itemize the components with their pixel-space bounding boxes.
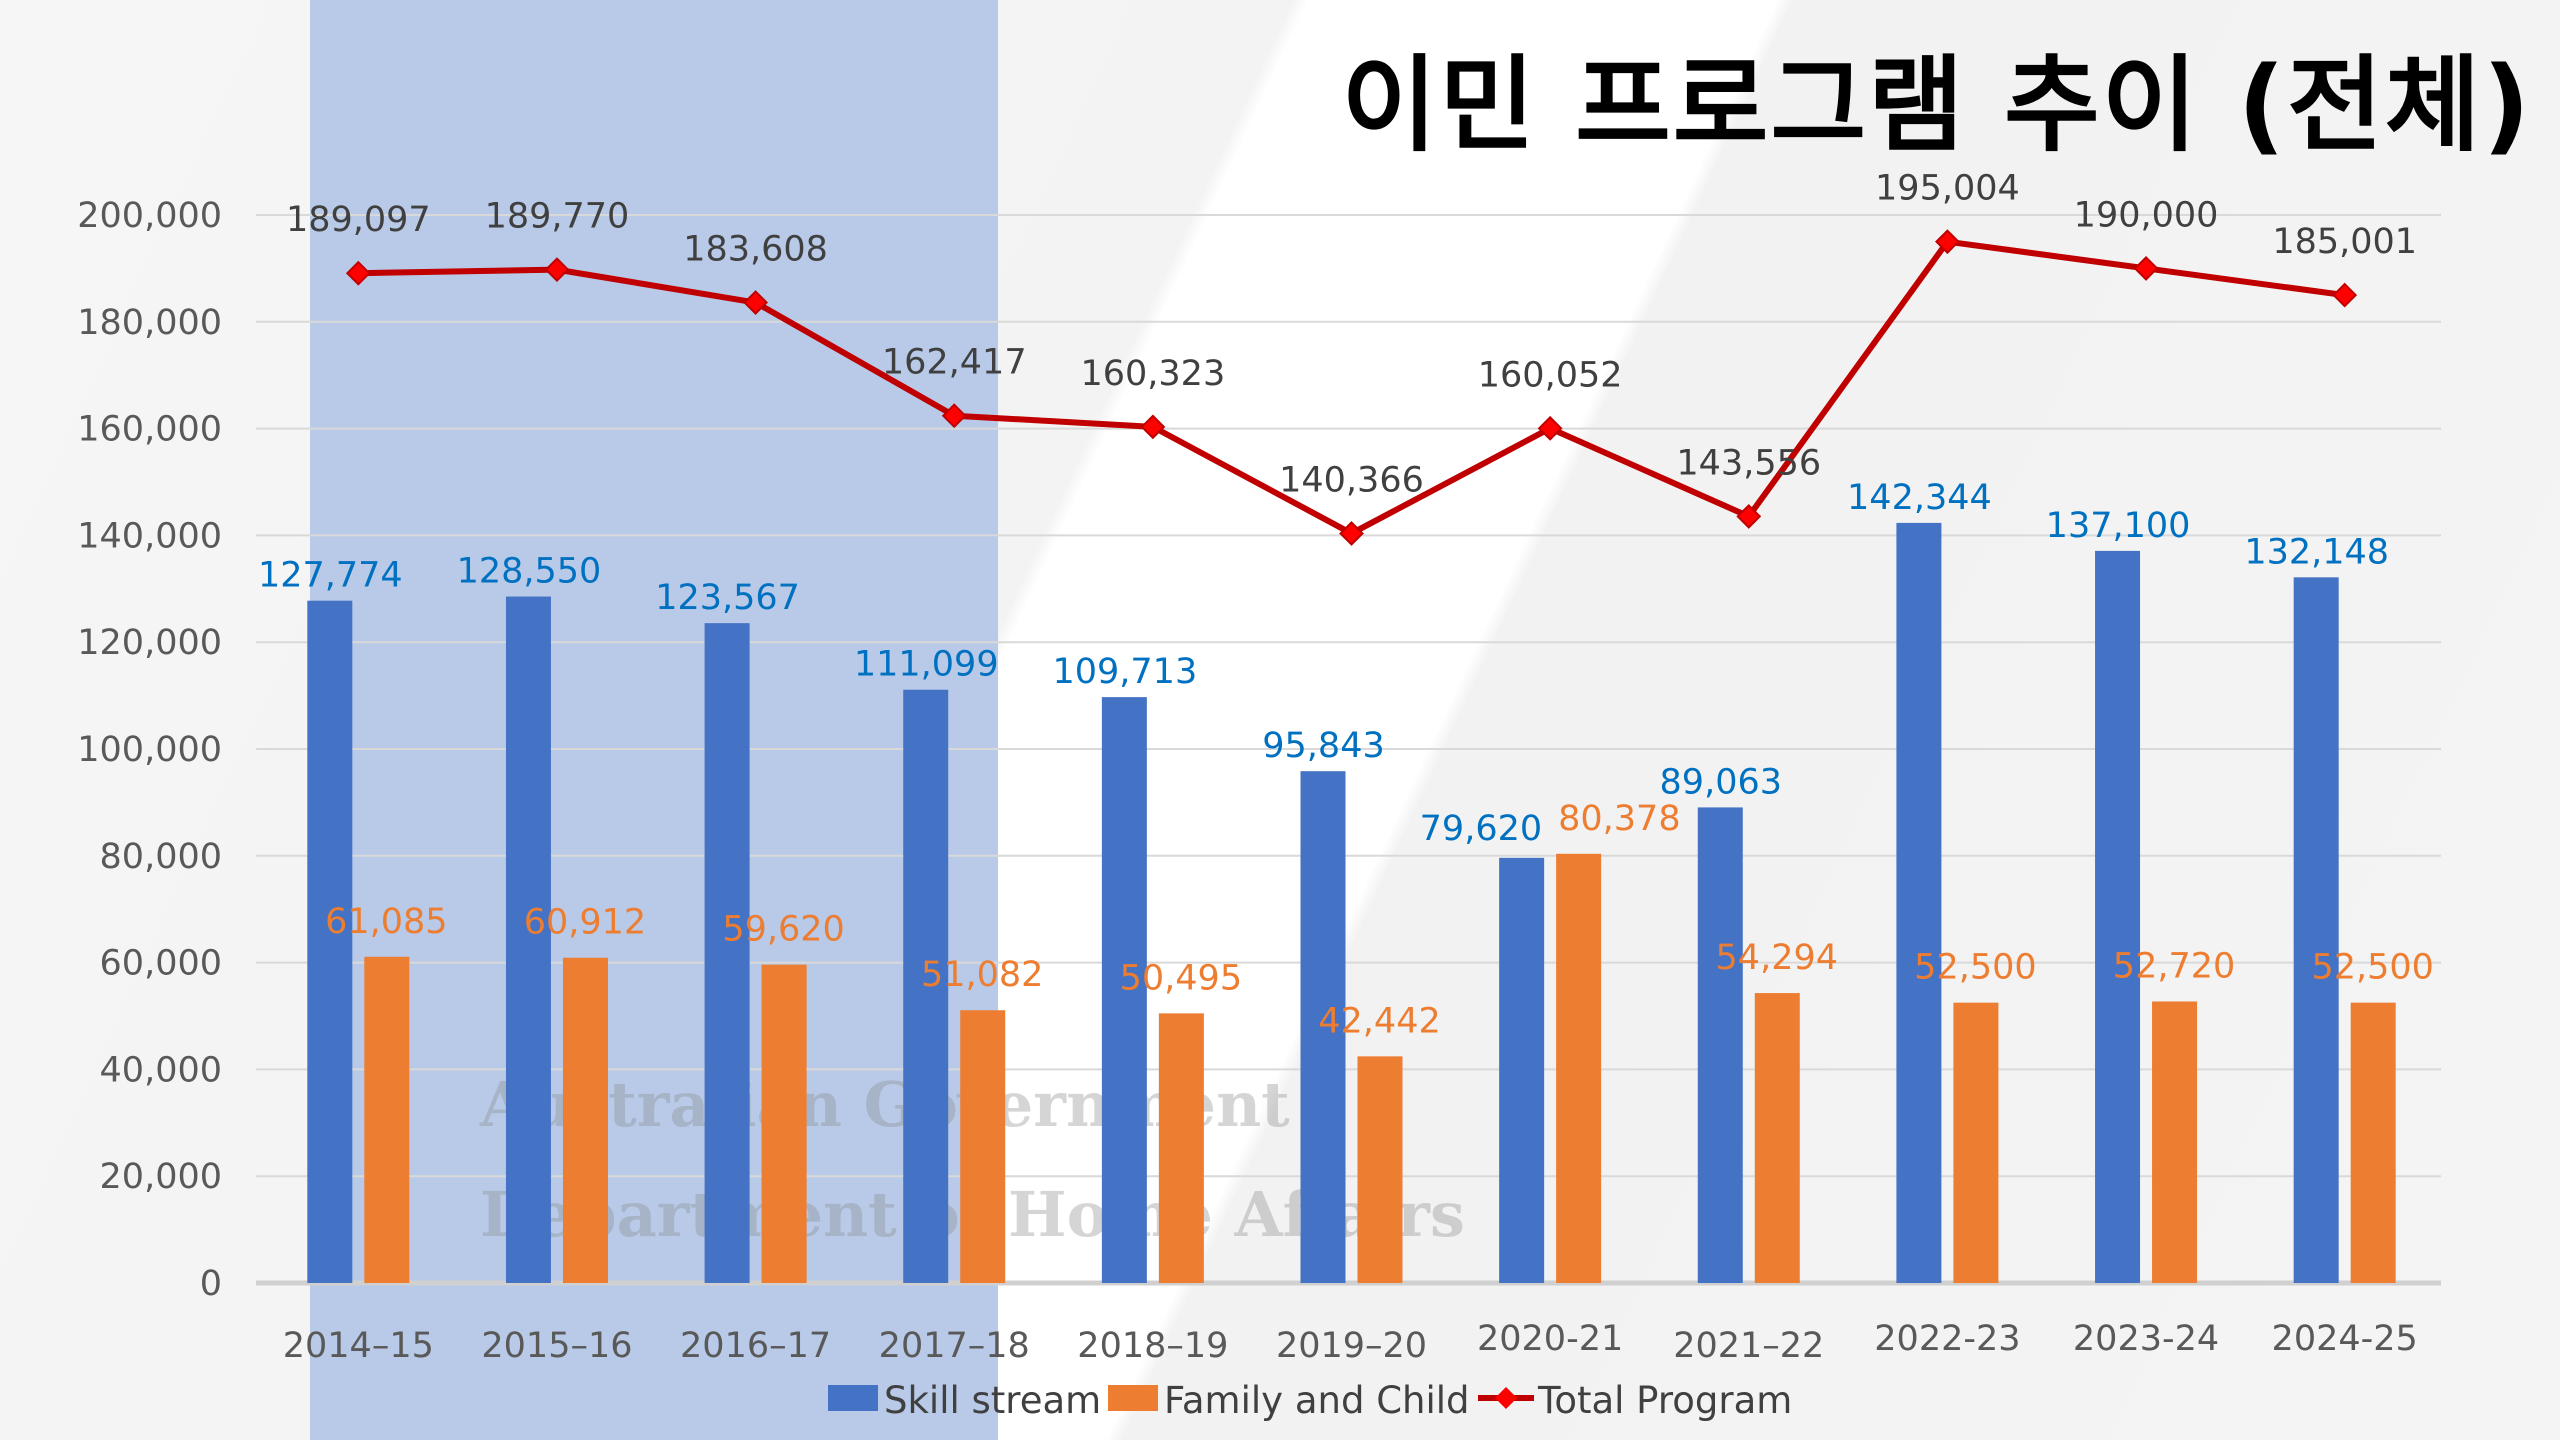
skill-stream-bar: [1300, 771, 1346, 1283]
skill-stream-bar: [1896, 522, 1942, 1283]
family-child-bar: [1158, 1013, 1204, 1283]
total-program-marker: [1934, 229, 1960, 255]
skill-data-label: 128,550: [457, 552, 602, 592]
family-child-bar: [2152, 1001, 2198, 1283]
highlight-band: [310, 0, 998, 1440]
x-tick-label: 2018–19: [1077, 1326, 1228, 1366]
family-data-label: 80,378: [1558, 799, 1680, 839]
total-program-marker: [1339, 521, 1364, 546]
y-tick-label: 80,000: [100, 837, 222, 877]
family-child-bar: [960, 1010, 1006, 1283]
skill-stream-bar: [704, 623, 750, 1283]
family-data-label: 52,500: [1914, 948, 2036, 988]
family-child-bar: [1357, 1056, 1403, 1283]
total-program-marker: [1537, 415, 1563, 441]
family-data-label: 42,442: [1318, 1001, 1440, 1041]
y-tick-label: 180,000: [77, 303, 222, 343]
x-tick-label: 2017–18: [879, 1326, 1030, 1366]
x-tick-label: 2014–15: [283, 1326, 434, 1366]
total-program-marker: [2133, 255, 2159, 281]
skill-data-label: 89,063: [1660, 762, 1782, 802]
x-tick-label: 2023-24: [2073, 1319, 2219, 1359]
skill-stream-bar: [1101, 697, 1147, 1283]
x-tick-label: 2021–22: [1673, 1326, 1824, 1366]
total-program-marker: [345, 260, 371, 286]
total-data-label: 160,052: [1478, 355, 1623, 395]
family-data-label: 60,912: [524, 903, 646, 943]
skill-data-label: 132,148: [2244, 532, 2389, 572]
family-data-label: 52,500: [2311, 948, 2433, 988]
skill-stream-bar: [1499, 857, 1545, 1283]
skill-data-label: 95,843: [1262, 726, 1384, 766]
total-data-label: 189,097: [286, 200, 431, 240]
total-program-marker: [1140, 414, 1166, 440]
legend-total-label: Total Program: [1537, 1379, 1792, 1422]
family-child-bar: [2350, 1002, 2396, 1283]
y-tick-label: 160,000: [77, 410, 222, 450]
legend-total-marker: [1495, 1387, 1517, 1409]
total-program-marker: [544, 257, 570, 283]
family-data-label: 50,495: [1120, 958, 1242, 998]
skill-stream-bar: [307, 600, 353, 1283]
total-data-label: 195,004: [1875, 169, 2020, 209]
family-child-bar: [1953, 1002, 1999, 1283]
y-tick-label: 20,000: [100, 1157, 222, 1197]
y-tick-label: 100,000: [77, 730, 222, 770]
legend-skill-label: Skill stream: [884, 1379, 1101, 1422]
skill-data-label: 142,344: [1847, 478, 1992, 518]
skill-data-label: 79,620: [1420, 809, 1542, 849]
y-tick-label: 0: [200, 1264, 222, 1304]
x-tick-label: 2016–17: [680, 1326, 831, 1366]
y-tick-label: 120,000: [77, 623, 222, 663]
family-child-bar: [562, 957, 608, 1283]
skill-data-label: 137,100: [2046, 506, 2191, 546]
legend-family-swatch: [1108, 1385, 1158, 1411]
x-tick-label: 2024-25: [2272, 1319, 2418, 1359]
chart-title: 이민 프로그램 추이 (전체): [1341, 44, 2532, 166]
total-program-marker: [743, 290, 769, 315]
total-data-label: 185,001: [2272, 222, 2417, 262]
x-tick-label: 2015–16: [481, 1326, 632, 1366]
total-data-label: 162,417: [882, 343, 1027, 383]
family-data-label: 59,620: [722, 910, 844, 950]
skill-data-label: 109,713: [1052, 652, 1197, 692]
total-data-label: 183,608: [683, 230, 828, 270]
family-data-label: 61,085: [325, 902, 447, 942]
total-data-label: 190,000: [2074, 195, 2219, 235]
legend-skill-swatch: [828, 1385, 878, 1411]
watermark-line1: Australian Government: [480, 1068, 1290, 1141]
family-child-bar: [364, 956, 410, 1283]
family-data-label: 51,082: [921, 955, 1043, 995]
skill-data-label: 123,567: [655, 578, 800, 618]
total-data-label: 143,556: [1676, 443, 1821, 483]
family-child-bar: [1556, 853, 1602, 1283]
total-data-label: 160,323: [1080, 354, 1225, 394]
x-tick-label: 2022-23: [1874, 1319, 2020, 1359]
y-tick-label: 40,000: [100, 1050, 222, 1090]
skill-stream-bar: [903, 689, 949, 1283]
total-data-label: 189,770: [485, 197, 630, 237]
y-tick-label: 60,000: [100, 944, 222, 984]
skill-stream-bar: [505, 596, 551, 1283]
skill-stream-bar: [1697, 807, 1743, 1283]
total-program-marker: [941, 403, 967, 429]
legend-family-label: Family and Child: [1164, 1379, 1470, 1422]
skill-stream-bar: [2095, 550, 2141, 1283]
skill-stream-bar: [2293, 577, 2339, 1283]
y-tick-label: 200,000: [77, 196, 222, 236]
total-program-marker: [2332, 282, 2358, 308]
family-child-bar: [1754, 993, 1800, 1283]
x-tick-label: 2020-21: [1477, 1319, 1623, 1359]
skill-data-label: 127,774: [258, 556, 403, 596]
x-tick-label: 2019–20: [1276, 1326, 1427, 1366]
family-child-bar: [761, 964, 807, 1283]
y-tick-label: 140,000: [77, 516, 222, 556]
family-data-label: 52,720: [2113, 946, 2235, 986]
skill-data-label: 111,099: [854, 645, 999, 685]
total-program-marker: [1736, 503, 1762, 529]
total-data-label: 140,366: [1279, 460, 1424, 500]
family-data-label: 54,294: [1716, 938, 1838, 978]
